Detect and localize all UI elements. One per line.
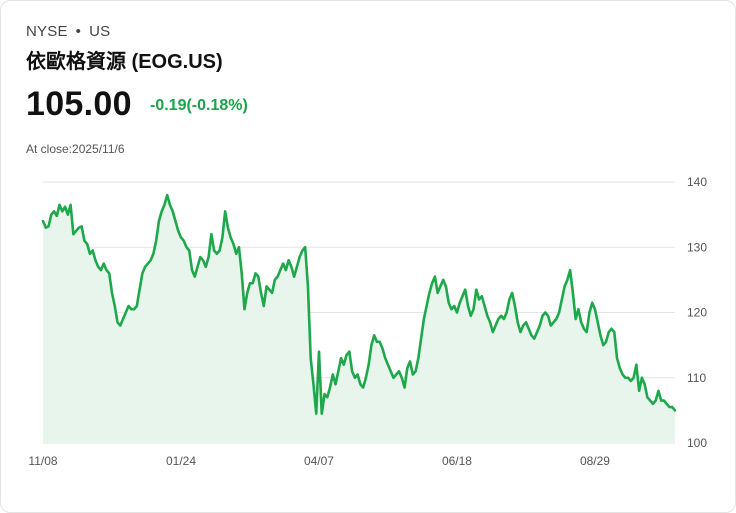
y-tick-label: 110 xyxy=(687,371,706,385)
x-tick-label: 04/07 xyxy=(304,454,334,468)
x-axis-ticks: 11/08 01/24 04/07 06/18 08/29 xyxy=(28,454,610,468)
stock-price: 105.00 xyxy=(26,85,132,123)
price-area-fill xyxy=(43,195,675,443)
x-tick-label: 11/08 xyxy=(28,454,57,468)
separator-dot: • xyxy=(75,23,82,40)
exchange-label: NYSE • US xyxy=(26,23,110,40)
y-tick-label: 100 xyxy=(687,436,707,450)
price-line xyxy=(41,193,677,415)
x-tick-label: 08/29 xyxy=(580,454,610,468)
market-name: US xyxy=(89,23,111,40)
stock-title: 依歐格資源 (EOG.US) xyxy=(26,51,223,73)
y-tick-label: 130 xyxy=(687,240,707,254)
y-axis-ticks: 100 110 120 130 140 xyxy=(687,175,707,450)
exchange-name: NYSE xyxy=(26,23,68,40)
y-tick-label: 140 xyxy=(687,175,707,189)
x-tick-label: 06/18 xyxy=(442,454,472,468)
x-tick-label: 01/24 xyxy=(166,454,196,468)
y-tick-label: 120 xyxy=(687,306,707,320)
price-change: -0.19(-0.18%) xyxy=(150,97,248,114)
close-time: At close:2025/11/6 xyxy=(26,142,125,156)
